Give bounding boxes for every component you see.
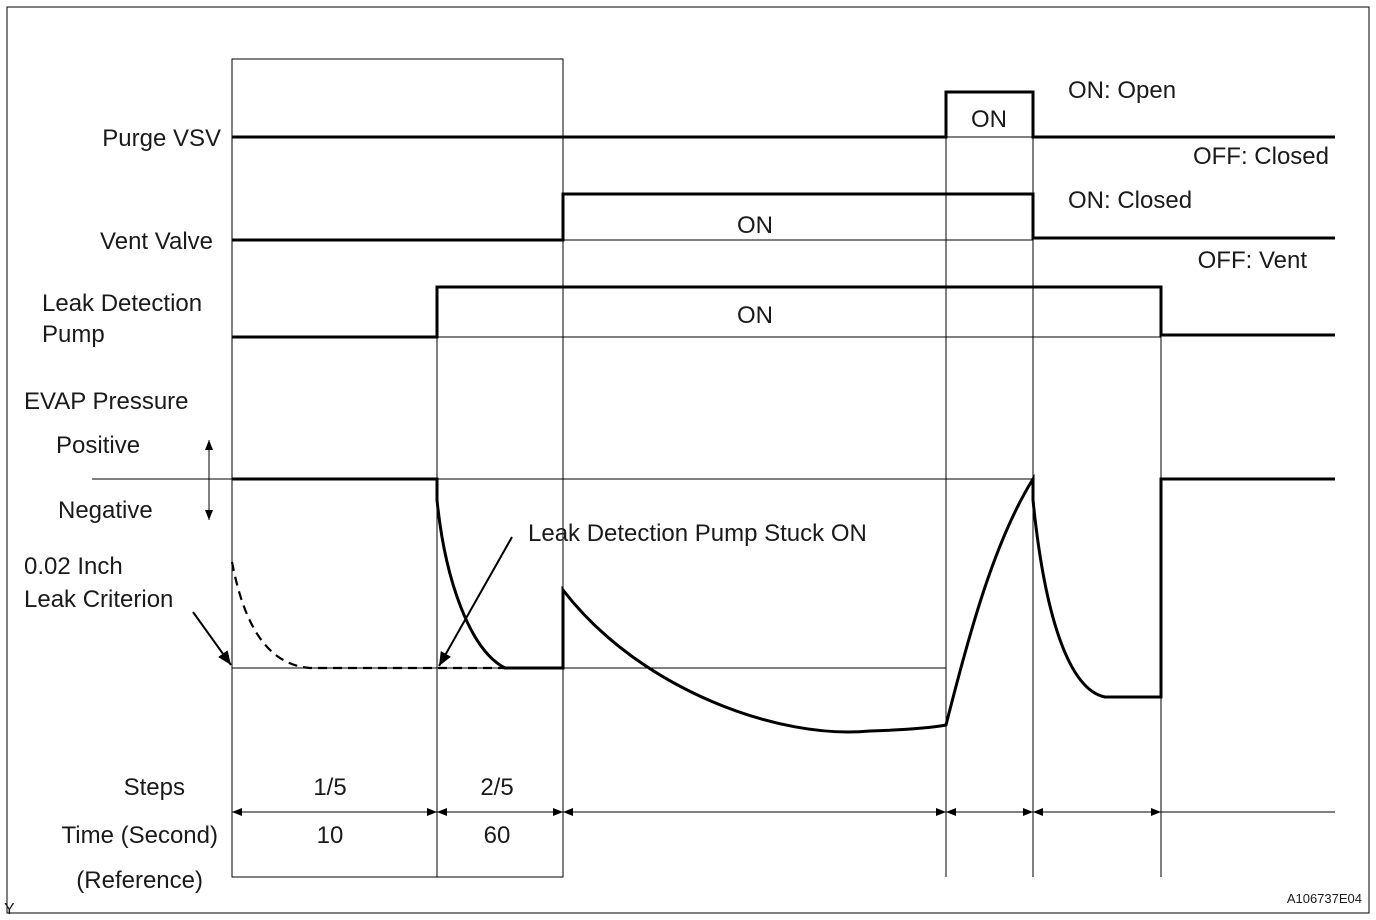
time-1-value: 10 bbox=[317, 822, 344, 849]
evap-pressure-label: EVAP Pressure bbox=[24, 388, 189, 415]
step-dividers bbox=[436, 92, 1162, 877]
positive-label: Positive bbox=[56, 432, 140, 459]
negative-label: Negative bbox=[58, 497, 153, 524]
stuck-on-pointer-arrow bbox=[438, 536, 513, 667]
vent-valve-signal bbox=[232, 192, 1335, 242]
step-1-value: 1/5 bbox=[313, 774, 346, 801]
pump-on-state: ON bbox=[737, 302, 773, 329]
evap-pressure-curve bbox=[232, 473, 1335, 734]
criterion-label-line1: 0.02 Inch bbox=[24, 553, 123, 580]
purge-off-desc: OFF: Closed bbox=[1193, 143, 1329, 170]
purge-on-desc: ON: Open bbox=[1068, 77, 1176, 104]
reference-lines bbox=[92, 136, 1161, 669]
leak-pump-signal bbox=[232, 285, 1335, 339]
criterion-pointer-arrow bbox=[192, 611, 232, 666]
figure-code: A106737E04 bbox=[1287, 891, 1362, 906]
vent-off-desc: OFF: Vent bbox=[1198, 247, 1308, 274]
leak-pump-label-line1: Leak Detection bbox=[42, 290, 202, 317]
vent-valve-label: Vent Valve bbox=[100, 228, 213, 255]
leak-pump-label-line2: Pump bbox=[42, 321, 105, 348]
vent-on-desc: ON: Closed bbox=[1068, 187, 1192, 214]
leak-criterion-curve bbox=[230, 561, 505, 670]
criterion-label-line2: Leak Criterion bbox=[24, 586, 173, 613]
steps-label: Steps bbox=[124, 774, 185, 801]
purge-vsv-signal bbox=[232, 90, 1335, 139]
stuck-on-annotation: Leak Detection Pump Stuck ON bbox=[528, 520, 867, 547]
purge-vsv-label: Purge VSV bbox=[102, 125, 221, 152]
step-2-value: 2/5 bbox=[480, 774, 513, 801]
time-label: Time (Second) bbox=[62, 822, 219, 849]
vent-on-state: ON bbox=[737, 212, 773, 239]
time-2-value: 60 bbox=[484, 822, 511, 849]
reference-label: (Reference) bbox=[76, 867, 203, 894]
corner-letter: Y bbox=[4, 901, 15, 918]
step-1-2-box bbox=[231, 58, 564, 878]
purge-on-state: ON bbox=[971, 106, 1007, 133]
outer-frame bbox=[6, 6, 1370, 914]
